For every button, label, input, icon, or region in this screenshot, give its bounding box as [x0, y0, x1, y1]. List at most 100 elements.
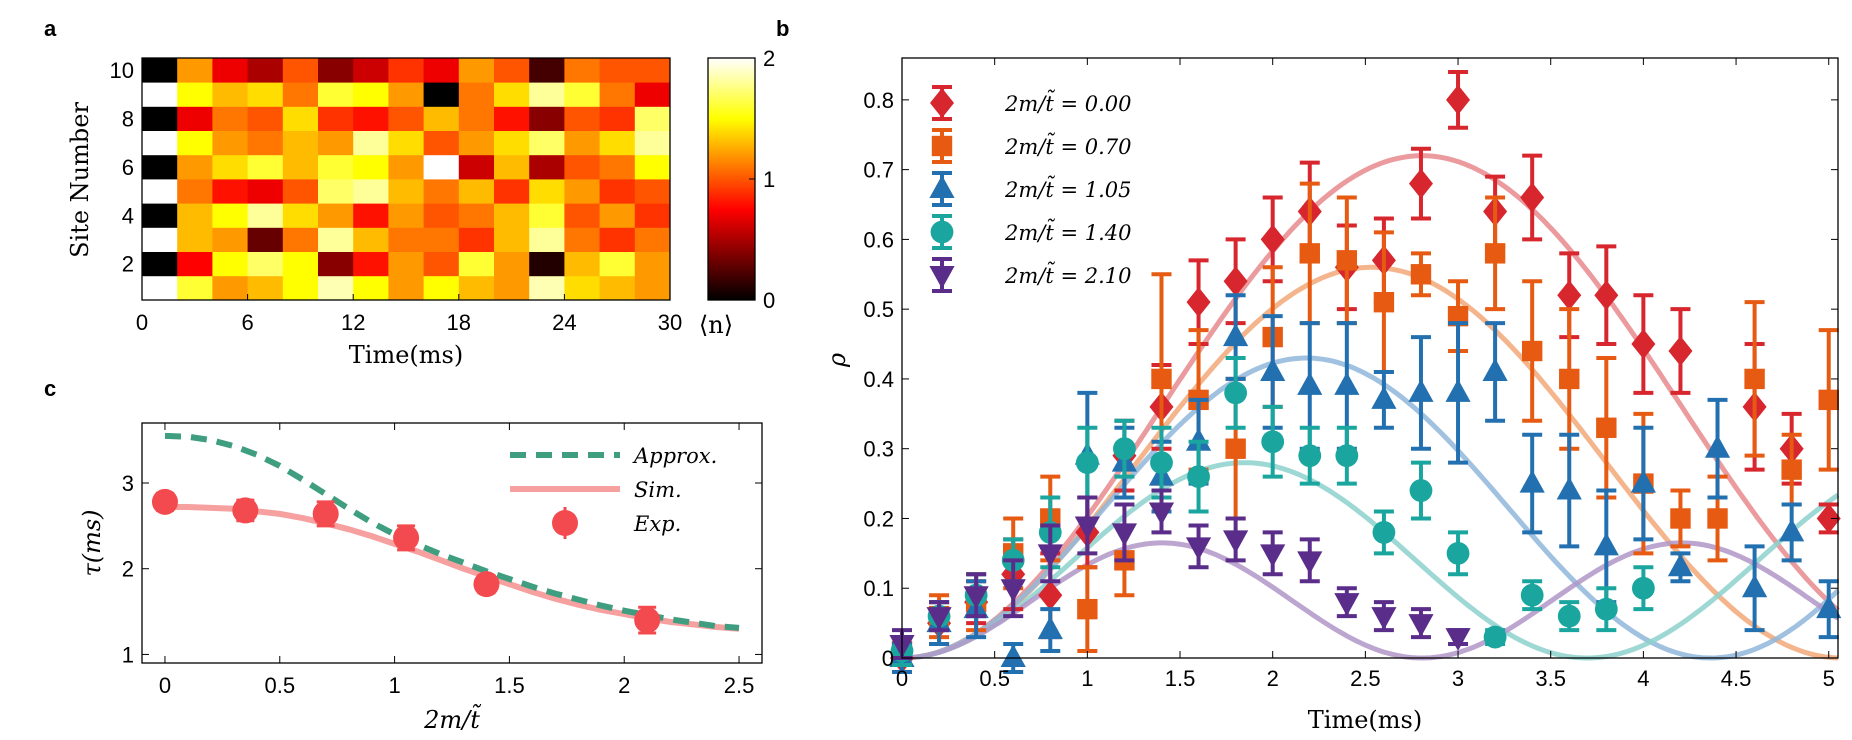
- heatmap-x-tick-label: 24: [552, 310, 576, 335]
- heatmap-cell: [247, 227, 284, 252]
- density-y-tick-label: 0.3: [863, 437, 894, 462]
- tau-x-tick-label: 2.5: [724, 673, 755, 698]
- heatmap-cell: [494, 275, 530, 301]
- heatmap-cell: [142, 275, 178, 301]
- heatmap-cell: [423, 106, 460, 131]
- heatmap-cell: [177, 203, 213, 228]
- heatmap-cell: [282, 58, 319, 83]
- heatmap-cell: [458, 130, 495, 156]
- data-point: [1631, 329, 1656, 360]
- heatmap-cell: [458, 58, 495, 83]
- data-point: [1224, 381, 1248, 405]
- heatmap-cell: [353, 106, 389, 131]
- density-x-tick-label: 0: [896, 666, 908, 691]
- legend-marker: [931, 135, 953, 157]
- heatmap-x-tick-label: 18: [447, 310, 471, 335]
- heatmap-cell: [318, 179, 354, 204]
- density-plot-frame: [901, 57, 1839, 659]
- legend-marker: [930, 88, 954, 118]
- data-point: [1556, 476, 1582, 500]
- tau-x-axis-label: 2m/t̃: [423, 703, 482, 734]
- heatmap-cell: [212, 106, 248, 131]
- heatmap-cell: [388, 130, 424, 156]
- heatmap-cell: [318, 82, 354, 107]
- heatmap-cell: [494, 179, 530, 204]
- data-point: [1818, 389, 1839, 411]
- heatmap-cell: [353, 130, 389, 156]
- heatmap-cell: [423, 154, 460, 180]
- legend-label: 2m/t̃ = 1.05: [1004, 175, 1132, 202]
- tau-y-axis-label: τ(ms): [78, 509, 106, 576]
- heatmap-cell: [353, 227, 389, 252]
- legend-marker: [929, 175, 955, 198]
- density-y-tick-label: 0.8: [863, 88, 894, 113]
- data-point: [1186, 287, 1211, 318]
- legend-label: 2m/t̃ = 0.70: [1004, 132, 1132, 159]
- data-point: [1482, 358, 1508, 381]
- heatmap-x-tick-label: 12: [341, 310, 365, 335]
- heatmap-cell: [388, 227, 424, 252]
- heatmap-cell: [212, 154, 248, 180]
- colorbar-tick-label: 2: [763, 46, 775, 71]
- density-x-tick-label: 4: [1637, 666, 1649, 691]
- heatmap-cell: [247, 275, 284, 301]
- data-point: [1260, 544, 1286, 568]
- heatmap-cell: [529, 106, 565, 131]
- data-point: [1372, 521, 1396, 544]
- heatmap-cell: [564, 275, 600, 301]
- heatmap-cell: [247, 82, 284, 107]
- heatmap-cell: [212, 227, 248, 252]
- heatmap-x-axis-label: Time(ms): [349, 341, 463, 369]
- heatmap-cell: [318, 227, 354, 252]
- panel-label-a: a: [44, 16, 57, 41]
- data-point: [1074, 516, 1100, 540]
- heatmap-cell: [494, 203, 530, 228]
- data-point: [1150, 451, 1173, 475]
- heatmap-cell: [212, 251, 248, 277]
- heatmap-cell: [177, 58, 213, 83]
- data-point: [1557, 280, 1582, 311]
- data-point: [1260, 224, 1285, 255]
- density-y-tick-label: 0.7: [863, 158, 894, 183]
- data-point: [1334, 593, 1360, 616]
- density-y-tick-label: 0.4: [863, 367, 894, 392]
- heatmap-cell: [388, 179, 424, 204]
- heatmap-cell: [564, 251, 600, 277]
- heatmap-cell: [318, 130, 354, 156]
- data-point: [1445, 379, 1471, 402]
- heatmap-cell: [599, 154, 636, 180]
- heatmap-cell: [318, 58, 354, 83]
- data-point: [1000, 579, 1026, 603]
- heatmap-cell: [458, 251, 495, 277]
- heatmap-cell: [212, 275, 248, 301]
- heatmap-cell: [423, 275, 460, 301]
- heatmap-cell: [458, 154, 495, 180]
- density-y-tick-label: 0.5: [863, 297, 894, 322]
- data-point: [963, 586, 989, 610]
- heatmap-cell: [282, 227, 319, 252]
- heatmap-cell: [634, 275, 671, 301]
- heatmap-cell: [634, 154, 671, 180]
- heatmap-cell: [564, 227, 600, 252]
- heatmap-x-tick-label: 6: [241, 310, 253, 335]
- heatmap-cell: [529, 275, 565, 301]
- heatmap-cell: [634, 203, 671, 228]
- data-point: [1409, 479, 1433, 502]
- heatmap-cell: [423, 227, 460, 252]
- heatmap-x-tick-label: 30: [658, 310, 682, 335]
- tau-panel: 0 0.5 1 1.5 2 2.5 1 2 3 2m/t̃ τ(ms) Approx. Sim. E…: [78, 422, 763, 734]
- heatmap-cell: [247, 106, 284, 131]
- density-panel: 0 0.5 1 1.5 2 2.5 3 3.5 4 4.5 5 0 0.1 0.2 0.3 0.4 0.5 0.6…: [823, 57, 1842, 734]
- data-point: [1223, 530, 1249, 554]
- density-x-tick-label: 0.5: [979, 666, 1010, 691]
- heatmap-cell: [212, 58, 248, 83]
- density-x-tick-label: 3: [1452, 666, 1464, 691]
- heatmap-cell: [564, 179, 600, 204]
- colorbar-tick-label: 0: [763, 288, 775, 313]
- heatmap-cell: [282, 275, 319, 301]
- density-x-tick-label: 2: [1267, 666, 1279, 691]
- legend-marker: [929, 266, 955, 289]
- heatmap-cell: [529, 82, 565, 107]
- heatmap-cell: [599, 251, 636, 277]
- heatmap-cell: [458, 82, 495, 107]
